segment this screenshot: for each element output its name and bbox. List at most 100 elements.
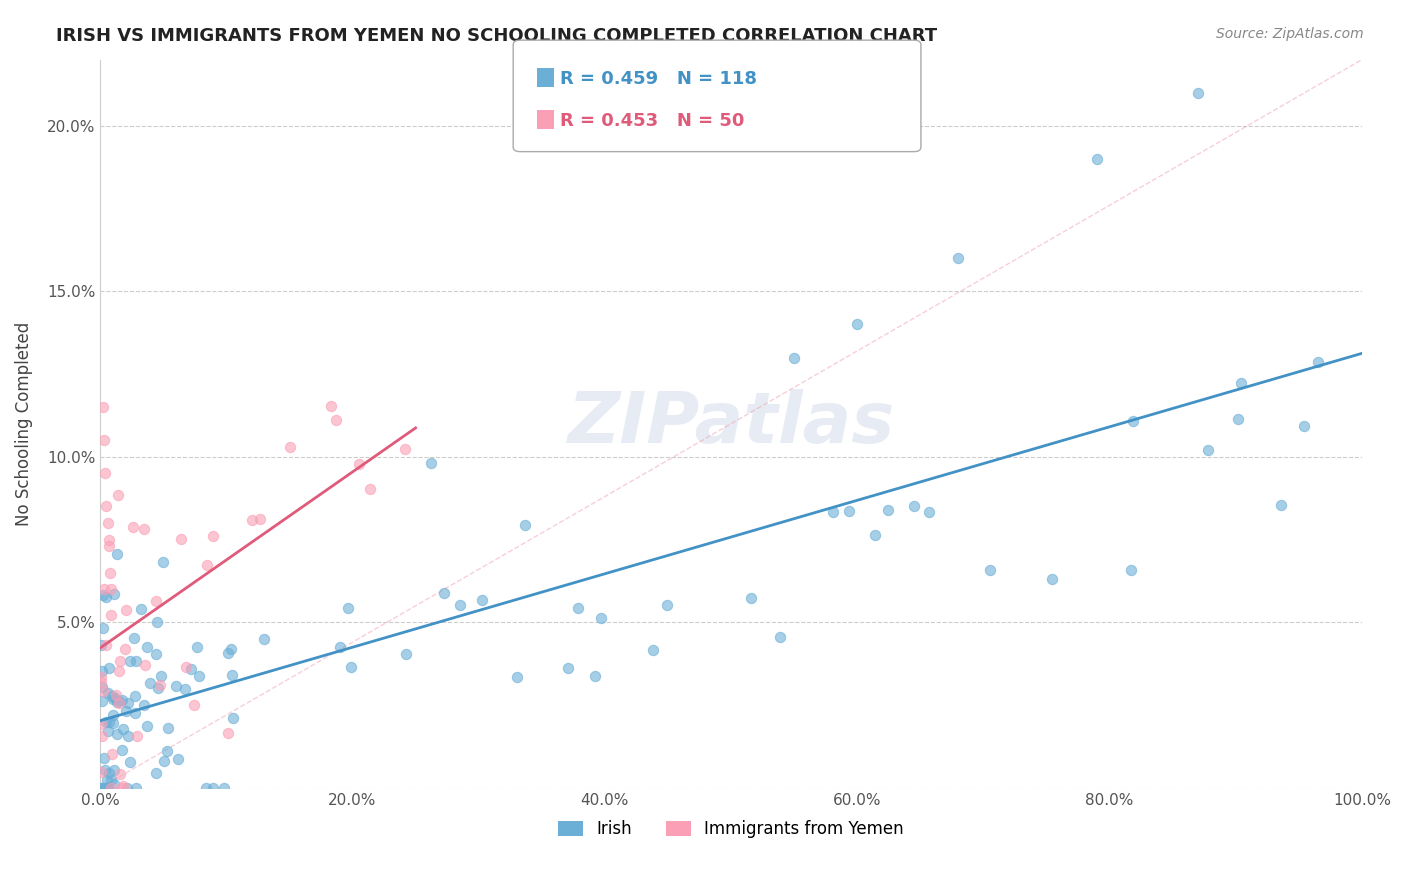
- Immigrants from Yemen: [104, 688, 127, 702]
- Irish: [105, 695, 128, 709]
- Irish: [1197, 442, 1219, 457]
- Irish: [156, 744, 179, 758]
- Irish: [219, 642, 242, 657]
- Irish: [103, 763, 125, 777]
- Irish: [214, 780, 236, 795]
- Irish: [91, 621, 114, 635]
- Irish: [90, 780, 112, 795]
- Immigrants from Yemen: [280, 440, 302, 454]
- Irish: [903, 499, 925, 513]
- Immigrants from Yemen: [90, 716, 112, 731]
- Irish: [253, 632, 276, 647]
- Irish: [1292, 419, 1315, 434]
- Irish: [101, 716, 124, 731]
- Irish: [101, 689, 124, 703]
- Immigrants from Yemen: [114, 642, 136, 657]
- Immigrants from Yemen: [100, 582, 122, 597]
- Irish: [1040, 573, 1063, 587]
- Irish: [217, 646, 239, 660]
- Irish: [1306, 355, 1329, 369]
- Irish: [100, 772, 122, 787]
- Immigrants from Yemen: [359, 483, 381, 497]
- Irish: [103, 586, 125, 600]
- Irish: [94, 714, 117, 729]
- Irish: [395, 647, 418, 661]
- Irish: [449, 599, 471, 613]
- Immigrants from Yemen: [98, 566, 121, 580]
- Irish: [152, 555, 174, 569]
- Irish: [515, 518, 537, 533]
- Irish: [821, 504, 844, 518]
- Irish: [107, 693, 129, 707]
- Irish: [769, 630, 792, 644]
- Immigrants from Yemen: [96, 500, 118, 514]
- Immigrants from Yemen: [249, 511, 271, 525]
- Immigrants from Yemen: [132, 522, 155, 536]
- Irish: [471, 592, 494, 607]
- Irish: [979, 563, 1001, 577]
- Irish: [156, 722, 179, 736]
- Immigrants from Yemen: [90, 674, 112, 689]
- Immigrants from Yemen: [108, 766, 131, 780]
- Immigrants from Yemen: [240, 513, 263, 527]
- Immigrants from Yemen: [321, 399, 343, 413]
- Irish: [506, 670, 529, 684]
- Irish: [186, 640, 208, 654]
- Irish: [104, 691, 127, 706]
- Irish: [94, 780, 117, 795]
- Immigrants from Yemen: [108, 696, 131, 710]
- Immigrants from Yemen: [91, 684, 114, 698]
- Irish: [783, 351, 806, 365]
- Irish: [103, 707, 125, 722]
- Irish: [1122, 414, 1144, 428]
- Immigrants from Yemen: [111, 780, 134, 795]
- Irish: [117, 697, 139, 711]
- Irish: [91, 588, 114, 602]
- Irish: [97, 780, 120, 795]
- Irish: [433, 586, 456, 600]
- Irish: [90, 680, 112, 694]
- Irish: [120, 654, 142, 668]
- Immigrants from Yemen: [108, 654, 131, 668]
- Irish: [195, 780, 218, 795]
- Irish: [336, 601, 359, 615]
- Irish: [97, 723, 120, 738]
- Immigrants from Yemen: [107, 664, 129, 678]
- Immigrants from Yemen: [347, 457, 370, 471]
- Immigrants from Yemen: [174, 660, 197, 674]
- Irish: [221, 668, 243, 682]
- Irish: [112, 722, 135, 736]
- Irish: [846, 318, 869, 332]
- Text: Source: ZipAtlas.com: Source: ZipAtlas.com: [1216, 27, 1364, 41]
- Irish: [125, 780, 148, 795]
- Irish: [124, 706, 146, 720]
- Immigrants from Yemen: [149, 678, 172, 692]
- Immigrants from Yemen: [90, 765, 112, 780]
- Irish: [1270, 498, 1292, 512]
- Immigrants from Yemen: [145, 593, 167, 607]
- Irish: [557, 661, 579, 675]
- Irish: [340, 660, 363, 674]
- Irish: [115, 704, 138, 718]
- Irish: [865, 527, 887, 541]
- Irish: [583, 668, 606, 682]
- Text: IRISH VS IMMIGRANTS FROM YEMEN NO SCHOOLING COMPLETED CORRELATION CHART: IRISH VS IMMIGRANTS FROM YEMEN NO SCHOOL…: [56, 27, 938, 45]
- Irish: [166, 752, 188, 766]
- Irish: [1119, 562, 1142, 576]
- Irish: [174, 682, 197, 697]
- Immigrants from Yemen: [97, 533, 120, 547]
- Legend: Irish, Immigrants from Yemen: Irish, Immigrants from Yemen: [551, 814, 910, 845]
- Irish: [643, 643, 665, 657]
- Irish: [740, 591, 762, 605]
- Immigrants from Yemen: [170, 533, 193, 547]
- Irish: [97, 780, 120, 795]
- Irish: [129, 602, 152, 616]
- Y-axis label: No Schooling Completed: No Schooling Completed: [15, 322, 32, 526]
- Immigrants from Yemen: [97, 516, 120, 530]
- Irish: [117, 780, 139, 795]
- Immigrants from Yemen: [93, 582, 115, 596]
- Irish: [124, 654, 146, 668]
- Irish: [117, 730, 139, 744]
- Immigrants from Yemen: [90, 669, 112, 683]
- Immigrants from Yemen: [91, 729, 114, 743]
